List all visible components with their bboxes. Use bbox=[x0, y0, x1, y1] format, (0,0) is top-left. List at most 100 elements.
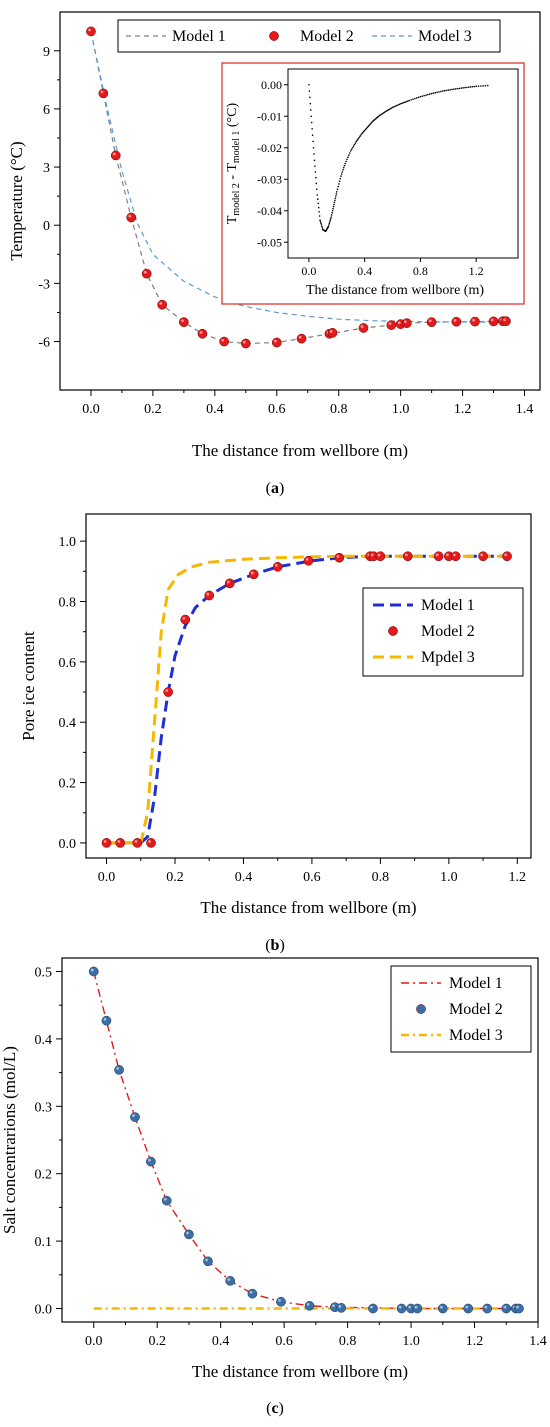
inset-point bbox=[391, 106, 394, 109]
data-point-highlight bbox=[332, 1304, 335, 1308]
data-point bbox=[146, 1156, 156, 1167]
data-point-highlight bbox=[484, 1305, 488, 1309]
inset-point bbox=[397, 104, 399, 106]
x-tick-label: 0.6 bbox=[268, 402, 286, 417]
inset-point bbox=[338, 183, 340, 185]
inset-point bbox=[473, 85, 476, 88]
inset-point bbox=[352, 145, 355, 147]
data-point bbox=[197, 328, 208, 339]
inset-point bbox=[387, 109, 389, 111]
legend-marker bbox=[269, 31, 279, 41]
inset-point bbox=[350, 148, 353, 151]
data-point-highlight bbox=[273, 339, 277, 343]
inset-point bbox=[460, 87, 463, 89]
inset-y-tick-label: -0.05 bbox=[257, 235, 282, 249]
y-tick-label: -6 bbox=[38, 336, 50, 351]
inset-point bbox=[383, 111, 386, 114]
inset-point bbox=[371, 121, 373, 123]
data-point-highlight bbox=[472, 318, 475, 322]
legend: Model 1 Model 2 Model 3 bbox=[117, 19, 501, 53]
data-point bbox=[501, 316, 511, 327]
data-point bbox=[514, 1303, 524, 1314]
data-point bbox=[130, 1112, 140, 1122]
y-tick-label: 0 bbox=[43, 219, 50, 234]
inset-point bbox=[309, 96, 311, 99]
panel-a: 0.0 0.2 0.4 0.6 0.8 1.0 1.2 1.4 9 6 3 0 -3 -6 The dist… bbox=[7, 11, 541, 497]
inset-point bbox=[353, 143, 356, 146]
inset-point bbox=[407, 100, 409, 102]
data-point bbox=[412, 1303, 423, 1314]
inset-frame bbox=[221, 62, 525, 305]
data-point-highlight bbox=[88, 28, 91, 32]
inset-point bbox=[467, 86, 470, 88]
y-tick-label: 0.6 bbox=[59, 656, 77, 671]
data-point bbox=[488, 316, 499, 327]
y-tick-label: 6 bbox=[43, 103, 50, 118]
data-point bbox=[303, 555, 314, 566]
data-point-highlight bbox=[360, 325, 364, 328]
inset-point bbox=[412, 98, 414, 101]
inset-point bbox=[332, 205, 335, 208]
inset-point bbox=[345, 160, 347, 163]
y-tick-label: -3 bbox=[38, 277, 50, 292]
inset-point bbox=[367, 125, 370, 128]
inset-x-tick-label: 0.8 bbox=[413, 264, 428, 278]
inset-point bbox=[340, 173, 343, 175]
data-point bbox=[115, 838, 126, 848]
inset-point bbox=[327, 225, 330, 228]
data-point-highlight bbox=[480, 553, 484, 557]
data-point bbox=[157, 299, 168, 310]
data-point-highlight bbox=[440, 1305, 443, 1309]
inset-point bbox=[361, 132, 363, 135]
legend-label: Model 1 bbox=[172, 28, 226, 45]
legend: Model 1 Model 2 Model 3 bbox=[390, 965, 532, 1053]
inset-point bbox=[314, 171, 317, 173]
data-point-highlight bbox=[132, 1114, 135, 1118]
inset-chart: 0.0 0.4 0.8 1.2 0.00 -0.01 -0.02 -0.03 -0.04 -0.0… bbox=[221, 62, 525, 305]
inset-point bbox=[482, 85, 484, 87]
data-point-highlight bbox=[338, 1305, 342, 1308]
plot-area bbox=[101, 551, 512, 848]
inset-point bbox=[464, 86, 466, 89]
inset-point bbox=[394, 105, 397, 107]
inset-point bbox=[315, 182, 318, 185]
data-point bbox=[88, 966, 99, 977]
inset-point bbox=[346, 158, 348, 161]
inset-point bbox=[334, 199, 336, 202]
data-point-highlight bbox=[199, 330, 203, 334]
inset-point bbox=[320, 222, 322, 225]
data-point-highlight bbox=[205, 1258, 208, 1262]
inset-x-tick-label: 0.4 bbox=[357, 264, 372, 278]
x-tick-label: 0.0 bbox=[98, 870, 116, 885]
y-tick-label: 0.1 bbox=[35, 1235, 53, 1250]
inset-point bbox=[440, 90, 442, 93]
data-point-highlight bbox=[336, 554, 340, 558]
data-point-highlight bbox=[117, 840, 121, 843]
inset-point bbox=[380, 113, 382, 116]
data-point bbox=[161, 1195, 172, 1206]
data-point-highlight bbox=[186, 1231, 189, 1235]
inset-point bbox=[339, 177, 342, 180]
inset-point bbox=[330, 216, 333, 218]
data-point bbox=[179, 317, 189, 328]
data-point-highlight bbox=[116, 1067, 120, 1070]
inset-point bbox=[347, 156, 349, 158]
x-tick-label: 0.2 bbox=[148, 1334, 166, 1349]
data-point-highlight bbox=[165, 689, 169, 693]
inset-point bbox=[471, 85, 474, 88]
data-point-highlight bbox=[516, 1305, 519, 1309]
inset-y-tick-label: -0.04 bbox=[257, 204, 282, 218]
data-point-highlight bbox=[143, 270, 147, 274]
inset-point bbox=[348, 154, 350, 156]
inset-point bbox=[466, 86, 468, 89]
inset-point bbox=[428, 93, 431, 95]
data-point bbox=[163, 687, 174, 697]
inset-point bbox=[311, 134, 314, 136]
panel-caption: (c) bbox=[266, 1400, 284, 1417]
data-point-highlight bbox=[249, 1290, 253, 1294]
plot-frame bbox=[85, 513, 532, 859]
data-point-highlight bbox=[465, 1305, 469, 1309]
legend-label: Model 1 bbox=[449, 975, 503, 992]
inset-point bbox=[362, 131, 364, 134]
